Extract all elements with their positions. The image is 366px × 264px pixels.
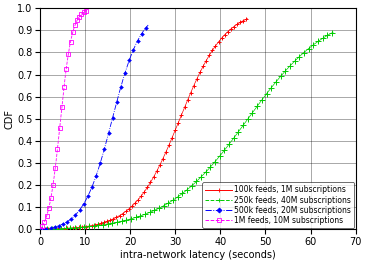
Legend: 100k feeds, 1M subscriptions, 250k feeds, 40M subscriptions, 500k feeds, 20M sub: 100k feeds, 1M subscriptions, 250k feeds…	[202, 182, 354, 228]
Y-axis label: CDF: CDF	[4, 109, 14, 129]
X-axis label: intra-network latency (seconds): intra-network latency (seconds)	[120, 250, 276, 260]
